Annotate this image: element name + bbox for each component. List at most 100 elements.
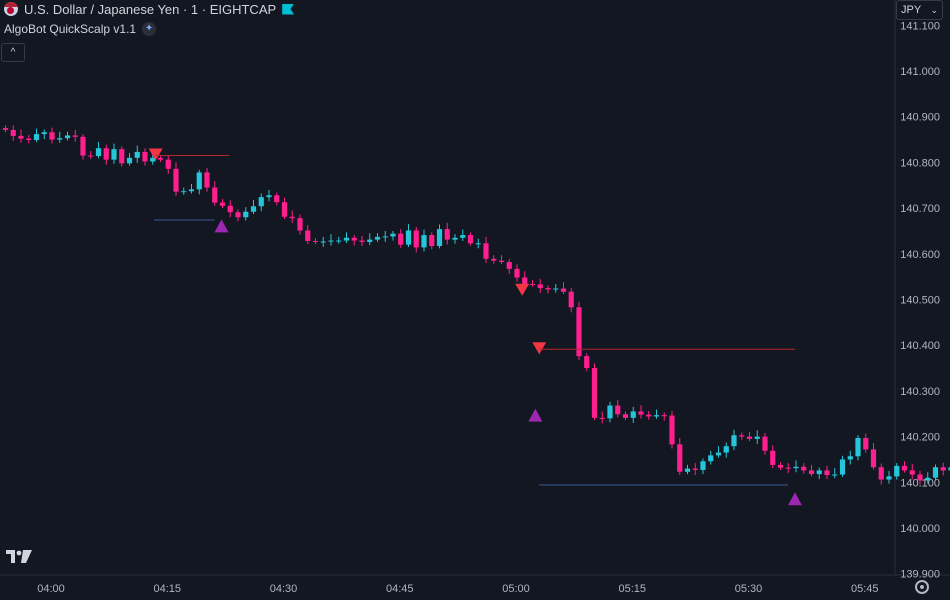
candle-body bbox=[638, 411, 644, 415]
price-tick-label: 140.900 bbox=[900, 112, 940, 124]
candle-body bbox=[770, 450, 776, 465]
buy-signal-marker bbox=[214, 219, 229, 233]
candle-body bbox=[33, 134, 40, 141]
candle-body bbox=[940, 467, 946, 471]
candle-body bbox=[607, 405, 613, 419]
candle-body bbox=[126, 157, 133, 164]
price-tick-label: 141.000 bbox=[900, 66, 940, 78]
currency-value: JPY bbox=[901, 4, 922, 16]
candle-body bbox=[103, 148, 109, 160]
candle-body bbox=[746, 436, 753, 439]
candle-body bbox=[708, 455, 714, 462]
candle-body bbox=[723, 446, 729, 453]
candle-body bbox=[150, 157, 156, 162]
candle-body bbox=[134, 151, 140, 158]
price-tick-label: 140.300 bbox=[900, 386, 940, 398]
symbol-title[interactable]: U.S. Dollar / Japanese Yen · 1 · EIGHTCA… bbox=[24, 1, 277, 17]
candle-body bbox=[95, 148, 102, 157]
candle-body bbox=[522, 277, 528, 284]
candle-body bbox=[196, 172, 202, 190]
candle-body bbox=[816, 470, 822, 475]
candle-body bbox=[529, 283, 536, 285]
collapse-legend-button[interactable]: ^ bbox=[1, 43, 25, 62]
candle-body bbox=[677, 444, 683, 472]
candle-body bbox=[57, 138, 63, 140]
candle-body bbox=[808, 470, 815, 475]
candle-body bbox=[2, 128, 9, 130]
candle-body bbox=[568, 291, 574, 308]
candle-body bbox=[398, 233, 404, 245]
tradingview-logo-icon[interactable] bbox=[5, 547, 33, 565]
candle-body bbox=[886, 476, 892, 480]
time-tick-label: 05:15 bbox=[618, 583, 646, 595]
price-tick-label: 140.200 bbox=[900, 432, 940, 444]
price-tick-label: 140.600 bbox=[900, 249, 940, 261]
symbol-header[interactable]: U.S. Dollar / Japanese Yen · 1 · EIGHTCA… bbox=[0, 0, 295, 18]
candle-body bbox=[553, 288, 559, 290]
indicator-settings-icon[interactable]: ✦ bbox=[142, 22, 157, 36]
candle-body bbox=[243, 211, 249, 218]
candle-body bbox=[305, 230, 311, 242]
candle-body bbox=[359, 240, 365, 242]
indicator-name[interactable]: AlgoBot QuickScalp v1.1 bbox=[4, 22, 137, 36]
candle-body bbox=[142, 151, 148, 162]
time-tick-label: 04:00 bbox=[37, 583, 65, 595]
candle-body bbox=[863, 437, 869, 450]
candle-body bbox=[26, 138, 32, 141]
candle-body bbox=[754, 436, 760, 439]
candle-body bbox=[452, 237, 458, 240]
candle-body bbox=[413, 230, 419, 248]
candle-body bbox=[351, 237, 357, 241]
candle-body bbox=[390, 233, 396, 237]
candle-body bbox=[165, 159, 171, 169]
candle-body bbox=[615, 405, 621, 415]
candle-body bbox=[855, 437, 861, 457]
candle-body bbox=[111, 149, 117, 160]
chart-settings-gear-icon[interactable] bbox=[915, 580, 929, 594]
candle-body bbox=[894, 465, 900, 477]
bookmark-flag-icon[interactable] bbox=[282, 3, 295, 15]
candle-body bbox=[901, 465, 908, 471]
candle-body bbox=[49, 132, 55, 140]
chevron-up-icon: ^ bbox=[10, 47, 16, 58]
candle-body bbox=[297, 218, 303, 231]
candle-body bbox=[715, 452, 722, 456]
candle-body bbox=[661, 415, 667, 417]
candle-body bbox=[560, 288, 567, 292]
indicator-legend[interactable]: AlgoBot QuickScalp v1.1 ✦ bbox=[4, 22, 157, 36]
candle-body bbox=[684, 468, 691, 472]
candle-body bbox=[289, 216, 295, 219]
candle-body bbox=[545, 288, 551, 290]
candle-body bbox=[328, 240, 334, 242]
price-tick-label: 140.000 bbox=[900, 523, 940, 535]
candle-body bbox=[188, 189, 195, 192]
price-tick-label: 141.100 bbox=[900, 20, 940, 32]
candle-body bbox=[374, 236, 381, 240]
candle-body bbox=[832, 474, 838, 476]
candle-body bbox=[274, 195, 280, 203]
candle-body bbox=[576, 307, 582, 357]
candle-body bbox=[739, 435, 745, 437]
sell-signal-marker bbox=[515, 283, 530, 296]
candle-body bbox=[436, 229, 443, 247]
candle-body bbox=[204, 172, 210, 188]
candle-body bbox=[801, 466, 807, 471]
candle-body bbox=[421, 235, 427, 248]
candle-body bbox=[653, 415, 660, 417]
currency-selector[interactable]: JPY ⌄ bbox=[896, 0, 943, 20]
time-tick-label: 04:30 bbox=[270, 583, 298, 595]
candle-body bbox=[646, 414, 652, 417]
candle-body bbox=[312, 241, 319, 243]
candle-body bbox=[18, 135, 24, 139]
candle-body bbox=[10, 129, 16, 136]
candle-body bbox=[467, 235, 474, 244]
candle-body bbox=[622, 414, 629, 418]
time-tick-label: 05:30 bbox=[735, 583, 763, 595]
candle-body bbox=[514, 268, 520, 278]
candle-body bbox=[181, 191, 187, 193]
candle-body bbox=[258, 197, 264, 207]
time-tick-label: 05:00 bbox=[502, 583, 530, 595]
chevron-down-icon: ⌄ bbox=[930, 4, 938, 15]
